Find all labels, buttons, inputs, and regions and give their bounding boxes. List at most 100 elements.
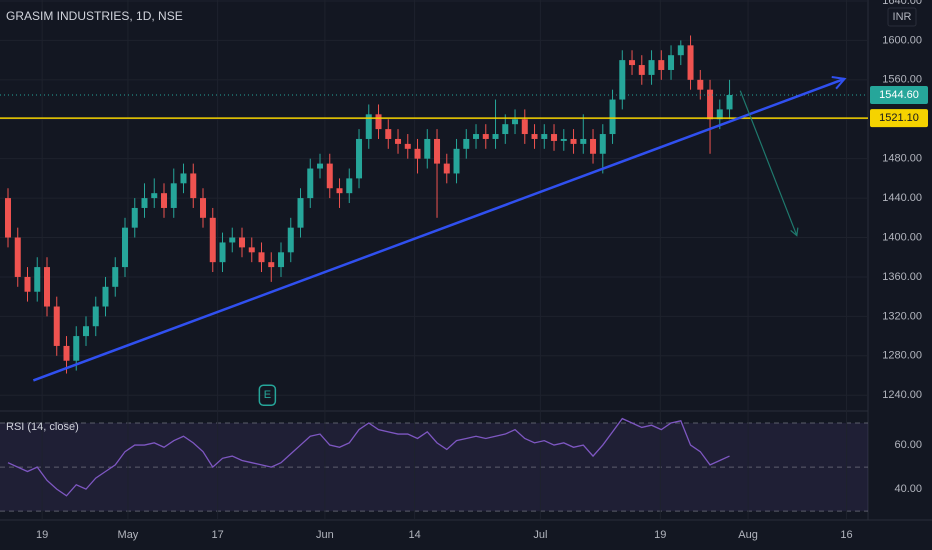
candle-body [463,138,470,149]
candle-body [434,138,441,164]
candle-body [570,138,577,144]
candle-body [551,134,558,141]
candle-body [443,163,450,174]
candle-body [73,336,80,361]
x-tick-label: Jun [316,529,334,541]
candle-body [599,134,606,154]
candle-body [43,267,50,307]
y-tick-label: 1360.00 [882,271,922,283]
candle-body [307,168,314,199]
candle-body [34,267,41,292]
candle-body [395,138,402,144]
candle-body [512,119,519,125]
candle-body [385,129,392,139]
candle-body [346,178,353,194]
candle-body [219,242,226,263]
y-tick-label: 1640.00 [882,0,922,7]
x-tick-label: May [118,529,139,541]
candle-body [268,262,275,268]
y-tick-label: 1440.00 [882,192,922,204]
candle-body [560,138,567,141]
candle-body [4,198,11,238]
rsi-line [7,417,730,497]
candle-body [531,134,538,139]
candle-body [102,286,109,307]
candle-body [24,276,31,292]
price-label-box [870,109,928,128]
y-tick-label: 1480.00 [882,153,922,165]
candle-body [278,252,285,268]
candle-body [14,237,21,277]
candle-body [541,134,548,139]
candle-body [229,237,236,243]
candle-body [209,217,216,263]
candle-body [687,45,694,80]
candle-body [122,227,129,268]
candle-body [658,60,665,70]
y-tick-label: 1240.00 [882,389,922,401]
candle-body [668,55,675,70]
candle-body [521,119,528,135]
x-tick-label: 14 [408,529,420,541]
candle-body [336,188,343,194]
y-tick-label: 1280.00 [882,350,922,362]
price-label-box [870,86,928,105]
candle-body [609,99,616,135]
candle-body [239,237,246,248]
candle-body [473,134,480,139]
candle-body [258,252,265,263]
candle-body [326,163,333,189]
candle-body [365,114,372,139]
candle-body [638,65,645,75]
candle-body [482,134,489,139]
candle-body [180,173,187,184]
candle-body [424,138,431,159]
arrow-head [790,227,799,237]
candle-body [453,148,460,174]
candle-body [707,89,714,120]
candle-body [619,60,626,100]
x-tick-label: 19 [654,529,666,541]
arrow-head [831,75,847,90]
candle-body [161,193,168,208]
currency: INR [893,11,912,23]
event-label: E [264,389,271,401]
candle-body [629,60,636,66]
candle-body [716,109,723,120]
candle-body [580,138,587,144]
event-badge [258,384,277,406]
x-tick-label: Aug [738,529,758,541]
candle-body [648,60,655,75]
x-tick-label: Jul [533,529,547,541]
y-tick-label: 1400.00 [882,231,922,243]
candle-body [248,247,255,253]
candle-body [131,207,138,228]
trend-arrow [739,90,798,236]
candle-body [502,124,509,135]
y-tick-label: 40.00 [894,483,922,495]
plot [0,35,868,497]
candle-body [726,95,733,110]
candle-body [404,143,411,149]
candle-body [151,193,158,199]
candle-body [92,306,99,327]
price-label: 1521.10 [879,112,919,124]
chart-title: GRASIM INDUSTRIES, 1D, NSE [6,9,183,23]
trend-arrow [32,77,846,382]
candle-body [83,326,90,337]
y-tick-label: 1320.00 [882,310,922,322]
x-tick-label: 19 [36,529,48,541]
candle-body [414,148,421,159]
price-label: 1544.60 [879,89,919,101]
candle-body [63,345,70,361]
candle-body [677,45,684,56]
candle-body [112,267,119,287]
candle-body [200,198,207,218]
x-tick-label: 17 [212,529,224,541]
candle-body [287,227,294,253]
currency-box [887,7,917,27]
y-tick-label: 1560.00 [882,74,922,86]
